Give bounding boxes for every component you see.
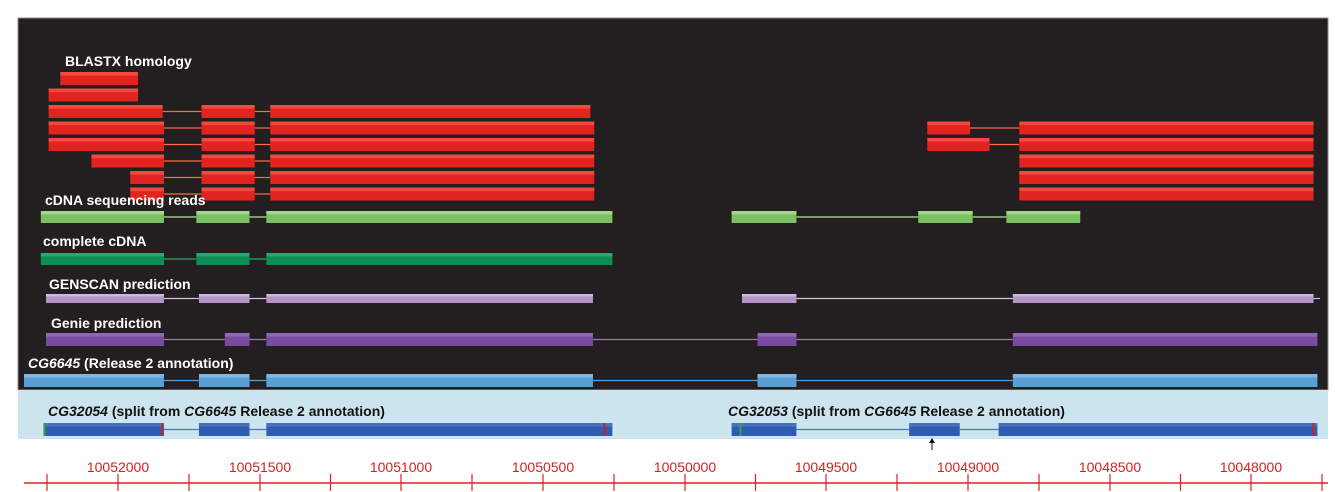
ruler-tick-label: 10051500 (228, 459, 292, 475)
track-cg6645-exon-highlight (1012, 374, 1318, 378)
split-label-cg32054-mid: (split from (107, 403, 185, 419)
gene-name-cg6645: CG6645 (28, 355, 81, 371)
track-blastx-exon-highlight (270, 171, 595, 175)
track-label-cg6645: CG6645 (Release 2 annotation) (28, 355, 233, 371)
track-blastx-exon-highlight (201, 171, 255, 175)
track-label-cg6645-rest: (Release 2 annotation) (80, 355, 234, 371)
track-cdna_reads-exon-highlight (266, 211, 613, 215)
track-genie-exon-highlight (224, 333, 250, 337)
split-gene-exon-highlight (998, 423, 1318, 427)
track-blastx-exon-highlight (1019, 121, 1314, 126)
track-genie-exon-highlight (1012, 333, 1318, 337)
gene-name-cg6645-right: CG6645 (864, 403, 917, 419)
split-gene-exon-highlight (198, 423, 250, 427)
track-cg6645-exon-highlight (198, 374, 250, 378)
track-blastx-exon-highlight (927, 121, 971, 126)
track-genscan-exon-highlight (198, 294, 250, 297)
split-gene-end-mark (161, 423, 164, 436)
track-label-genscan: GENSCAN prediction (49, 276, 191, 292)
track-genscan-exon (266, 294, 593, 303)
track-blastx-exon-highlight (201, 105, 255, 109)
track-blastx-exon-highlight (130, 187, 164, 192)
split-label-cg32054-rest: Release 2 annotation) (236, 403, 385, 419)
coordinate-ruler (24, 474, 1328, 491)
gene-name-cg32054: CG32054 (48, 403, 108, 419)
track-label-genie: Genie prediction (51, 315, 162, 331)
track-complete_cdna-exon-highlight (40, 253, 164, 257)
feature-tracks (24, 72, 1320, 436)
split-label-cg32054: CG32054 (split from CG6645 Release 2 ann… (48, 403, 385, 419)
ruler-tick-label: 10049000 (936, 459, 1000, 475)
track-blastx-exon-highlight (270, 187, 595, 192)
track-complete_cdna-exon-highlight (266, 253, 613, 257)
track-cdna_reads-exon-highlight (196, 211, 250, 215)
track-blastx-exon-highlight (201, 154, 255, 159)
track-blastx-exon-highlight (270, 105, 591, 109)
track-cdna_reads-exon-highlight (731, 211, 797, 215)
split-label-cg32053-mid: (split from (787, 403, 865, 419)
track-genscan-exon-highlight (266, 294, 593, 297)
split-label-cg32053-rest: Release 2 annotation) (916, 403, 1065, 419)
ruler-tick-label: 10050000 (653, 459, 717, 475)
track-blastx-exon-highlight (48, 121, 164, 126)
position-marker (929, 438, 935, 450)
track-genscan-exon (198, 294, 250, 303)
split-gene-end-mark (739, 423, 742, 436)
track-label-complete-cdna: complete cDNA (43, 233, 147, 249)
ruler-tick-label: 10050500 (511, 459, 575, 475)
track-complete_cdna-exon-highlight (196, 253, 250, 257)
track-blastx-exon-highlight (48, 88, 139, 93)
track-blastx-exon-highlight (927, 138, 990, 142)
track-label-blastx: BLASTX homology (65, 53, 192, 69)
track-blastx-exon-highlight (60, 72, 139, 76)
track-blastx-exon-highlight (130, 171, 164, 175)
track-cg6645-exon-highlight (266, 374, 593, 378)
track-genie-exon-highlight (757, 333, 797, 337)
ruler-tick-label: 10051000 (369, 459, 433, 475)
ruler-tick-label: 10052000 (86, 459, 150, 475)
track-genie-exon-highlight (266, 333, 593, 337)
ruler-tick-label: 10048000 (1219, 459, 1283, 475)
track-genscan-exon (1012, 294, 1314, 303)
split-gene-exon-highlight (43, 423, 164, 427)
split-gene-exon-highlight (731, 423, 797, 427)
track-genscan-exon-highlight (1012, 294, 1314, 297)
track-genie-exon-highlight (46, 333, 164, 337)
track-blastx-exon-highlight (270, 138, 595, 142)
ruler-tick-label: 10048500 (1078, 459, 1142, 475)
split-gene-exon-highlight (266, 423, 613, 427)
track-cdna_reads-exon-highlight (40, 211, 164, 215)
split-label-cg32053: CG32053 (split from CG6645 Release 2 ann… (728, 403, 1065, 419)
track-genscan-exon (46, 294, 164, 303)
track-cg6645-exon-highlight (24, 374, 164, 378)
track-genscan-exon (741, 294, 797, 303)
split-gene-end-mark (603, 423, 606, 436)
track-cdna_reads-exon-highlight (1006, 211, 1081, 215)
track-blastx-exon-highlight (201, 121, 255, 126)
track-genscan-exon-highlight (46, 294, 164, 297)
track-blastx-exon-highlight (48, 105, 163, 109)
track-blastx-exon-highlight (201, 138, 255, 142)
split-gene-exon-highlight (909, 423, 960, 427)
track-blastx-exon-highlight (91, 154, 164, 159)
dark-track-panel (17, 17, 1329, 391)
split-gene-end-mark (1312, 423, 1315, 436)
track-cdna_reads-exon-highlight (918, 211, 973, 215)
gene-name-cg6645-left: CG6645 (184, 403, 237, 419)
track-blastx-exon-highlight (270, 121, 595, 126)
track-blastx-exon-highlight (1019, 171, 1314, 175)
gene-name-cg32053: CG32053 (728, 403, 788, 419)
split-gene-end-mark (43, 423, 46, 436)
track-blastx-exon-highlight (48, 138, 164, 142)
track-blastx-exon-highlight (1019, 138, 1314, 142)
track-label-cdna-reads: cDNA sequencing reads (45, 192, 206, 208)
ruler-tick-label: 10049500 (794, 459, 858, 475)
track-blastx-exon-highlight (270, 154, 595, 159)
track-cg6645-exon-highlight (757, 374, 797, 378)
track-blastx-exon-highlight (201, 187, 255, 192)
track-blastx-exon-highlight (1019, 187, 1314, 192)
track-blastx-exon-highlight (1019, 154, 1314, 159)
track-genscan-exon-highlight (741, 294, 797, 297)
